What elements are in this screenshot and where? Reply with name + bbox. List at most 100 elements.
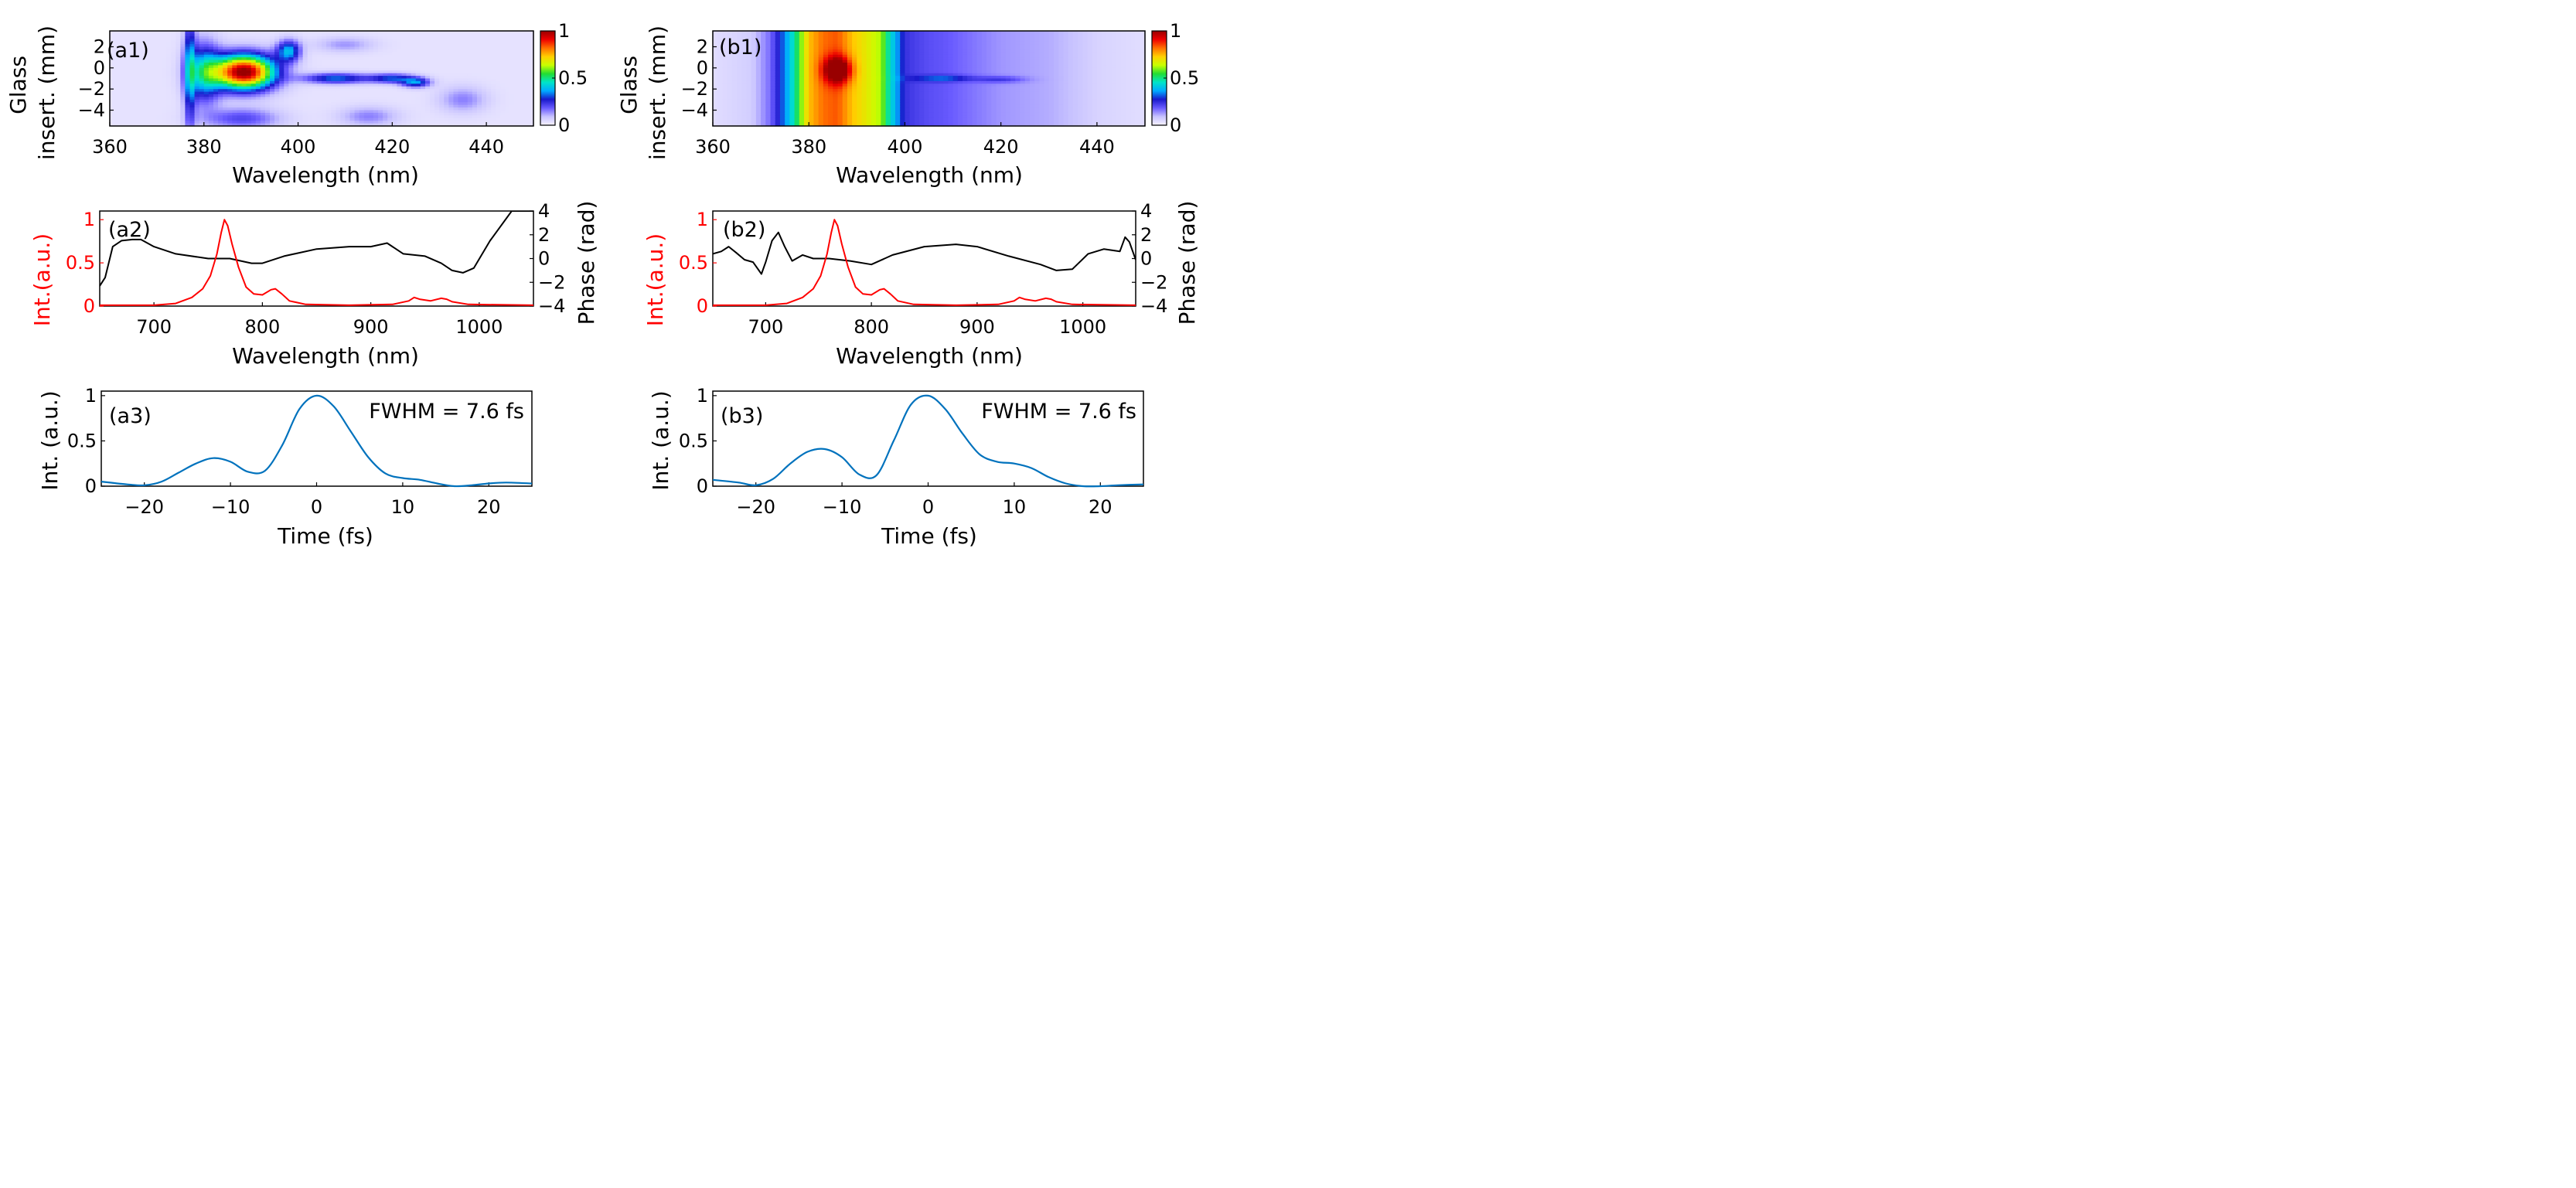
heatmap-cell bbox=[284, 86, 289, 90]
heatmap-cell bbox=[453, 67, 459, 71]
heatmap-cell bbox=[270, 41, 275, 45]
heatmap-cell bbox=[809, 49, 815, 53]
heatmap-cell bbox=[755, 49, 762, 53]
heatmap-cell bbox=[312, 89, 318, 93]
heatmap-cell bbox=[293, 112, 299, 116]
heatmap-cell bbox=[900, 99, 906, 103]
heatmap-cell bbox=[861, 102, 867, 106]
heatmap-cell bbox=[514, 121, 520, 124]
heatmap-cell bbox=[881, 102, 887, 106]
heatmap-cell bbox=[828, 31, 833, 35]
heatmap-cell bbox=[486, 44, 492, 48]
heatmap-cell bbox=[359, 41, 365, 45]
heatmap-cell bbox=[895, 107, 901, 111]
heatmap-cell bbox=[765, 44, 772, 48]
heatmap-cell bbox=[147, 102, 153, 106]
heatmap-cell bbox=[274, 54, 280, 58]
heatmap-cell bbox=[185, 31, 191, 35]
heatmap-cell bbox=[514, 104, 520, 108]
heatmap-cell bbox=[411, 78, 417, 82]
heatmap-cell bbox=[737, 39, 742, 43]
heatmap-cell bbox=[401, 104, 407, 108]
heatmap-cell bbox=[448, 41, 455, 45]
heatmap-cell bbox=[444, 41, 449, 45]
heatmap-cell bbox=[397, 89, 403, 93]
heatmap-cell bbox=[331, 97, 336, 100]
heatmap-cell bbox=[430, 44, 435, 48]
heatmap-cell bbox=[847, 60, 853, 63]
heatmap-cell bbox=[741, 49, 748, 53]
heatmap-cell bbox=[345, 57, 351, 61]
heatmap-cell bbox=[246, 57, 252, 61]
heatmap-cell bbox=[124, 115, 129, 119]
heatmap-cell bbox=[392, 91, 398, 95]
heatmap-cell bbox=[298, 67, 304, 71]
heatmap-cell bbox=[804, 76, 809, 80]
heatmap-cell bbox=[933, 117, 939, 121]
heatmap-cell bbox=[938, 76, 944, 80]
heatmap-cell bbox=[731, 31, 738, 35]
heatmap-cell bbox=[482, 63, 487, 66]
heatmap-cell bbox=[260, 123, 266, 127]
heatmap-cell bbox=[500, 70, 506, 74]
heatmap-cell bbox=[213, 117, 219, 121]
heatmap-cell bbox=[138, 117, 144, 121]
heatmap-cell bbox=[260, 121, 266, 124]
heatmap-cell bbox=[755, 80, 762, 84]
heatmap-cell bbox=[189, 78, 196, 82]
heatmap-cell bbox=[746, 52, 752, 56]
heatmap-cell bbox=[133, 104, 139, 108]
heatmap-cell bbox=[722, 31, 728, 35]
heatmap-cell bbox=[345, 89, 351, 93]
heatmap-cell bbox=[775, 57, 781, 61]
heatmap-cell bbox=[312, 49, 318, 53]
heatmap-cell bbox=[924, 91, 930, 95]
heatmap-cell bbox=[765, 110, 772, 114]
heatmap-cell bbox=[246, 60, 252, 63]
heatmap-cell bbox=[765, 78, 772, 82]
heatmap-cell bbox=[722, 102, 728, 106]
heatmap-cell bbox=[312, 107, 318, 111]
heatmap-cell bbox=[340, 80, 346, 84]
heatmap-cell bbox=[717, 70, 724, 74]
heatmap-cell bbox=[496, 52, 501, 56]
heatmap-cell bbox=[813, 94, 819, 98]
heatmap-cell bbox=[147, 76, 153, 80]
heatmap-cell bbox=[847, 39, 853, 43]
heatmap-cell bbox=[133, 54, 139, 58]
heatmap-cell bbox=[741, 60, 748, 63]
heatmap-cell bbox=[491, 97, 496, 100]
heatmap-cell bbox=[156, 60, 162, 63]
heatmap-cell bbox=[528, 33, 534, 37]
heatmap-cell bbox=[857, 52, 863, 56]
heatmap-cell bbox=[354, 36, 360, 39]
heatmap-cell bbox=[415, 60, 421, 63]
heatmap-cell bbox=[861, 94, 867, 98]
heatmap-cell bbox=[818, 123, 824, 127]
heatmap-cell bbox=[345, 80, 351, 84]
heatmap-cell bbox=[453, 31, 459, 35]
heatmap-cell bbox=[241, 49, 247, 53]
heatmap-cell bbox=[288, 123, 295, 127]
heatmap-cell bbox=[804, 63, 809, 66]
heatmap-cell bbox=[420, 83, 426, 87]
heatmap-cell bbox=[833, 78, 839, 82]
heatmap-cell bbox=[871, 86, 877, 90]
heatmap-cell bbox=[331, 76, 336, 80]
heatmap-cell bbox=[828, 57, 833, 61]
heatmap-cell bbox=[128, 107, 135, 111]
heatmap-cell bbox=[255, 54, 261, 58]
heatmap-cell bbox=[401, 80, 407, 84]
heatmap-cell bbox=[373, 117, 379, 121]
heatmap-cell bbox=[307, 80, 313, 84]
heatmap-cell bbox=[514, 67, 520, 71]
heatmap-cell bbox=[213, 67, 219, 71]
heatmap-cell bbox=[486, 67, 492, 71]
heatmap-cell bbox=[914, 112, 920, 116]
heatmap-cell bbox=[755, 112, 762, 116]
heatmap-cell bbox=[411, 70, 417, 74]
heatmap-cell bbox=[246, 97, 252, 100]
heatmap-cell bbox=[180, 99, 186, 103]
heatmap-cell bbox=[933, 31, 939, 35]
heatmap-cell bbox=[284, 91, 289, 95]
